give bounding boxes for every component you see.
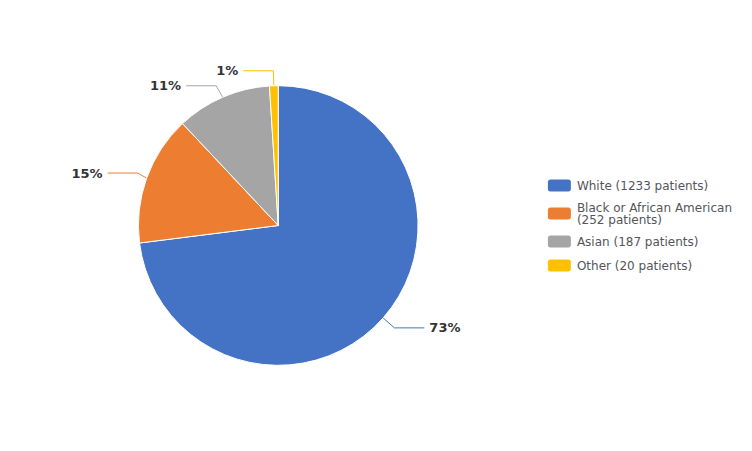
svg-text:1%: 1% xyxy=(216,63,238,78)
svg-text:11%: 11% xyxy=(150,78,181,93)
svg-text:Black or African American: Black or African American xyxy=(576,200,732,215)
svg-text:Other (20 patients): Other (20 patients) xyxy=(577,259,692,273)
svg-text:73%: 73% xyxy=(429,320,460,335)
svg-text:15%: 15% xyxy=(71,166,102,181)
svg-text:(252 patients): (252 patients) xyxy=(577,213,662,227)
svg-text:Asian (187 patients): Asian (187 patients) xyxy=(577,235,699,249)
svg-text:White (1233 patients): White (1233 patients) xyxy=(577,179,708,193)
